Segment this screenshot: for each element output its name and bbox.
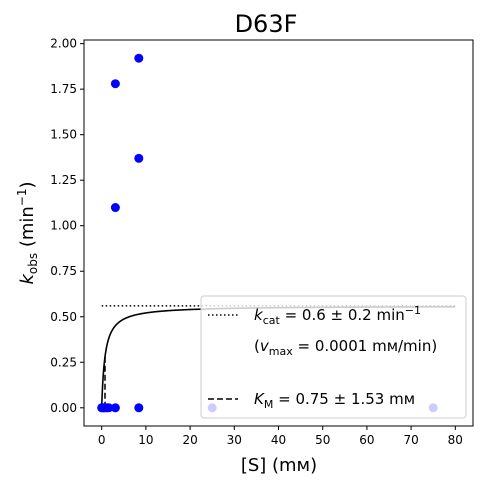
y-axis-label-close: ) [17,181,38,188]
y-tick-label: 0.00 [50,401,77,415]
x-tick-label: 70 [403,433,418,447]
legend-kcat-value: = 0.6 ± 0.2 min [280,306,405,324]
data-point [110,203,120,213]
legend-box [200,295,467,419]
x-tick-label: 60 [359,433,374,447]
x-tick-label: 0 [98,433,106,447]
data-point [134,153,144,163]
data-point [110,79,120,89]
y-tick-label: 0.75 [50,264,77,278]
y-tick-label: 1.50 [50,128,77,142]
legend-kcat-label: kcat = 0.6 ± 0.2 min−1 [254,304,421,327]
legend-vmax-main: v [260,337,270,355]
y-axis-label-sub: obs [26,253,40,274]
y-axis-label: kobs (min−1) [15,181,40,284]
x-tick-label: 30 [227,433,242,447]
x-tick-label: 50 [315,433,330,447]
chart-title: D63F [235,10,298,38]
data-point [134,53,144,63]
x-tick-label: 20 [182,433,197,447]
x-axis: 0 10 20 30 40 50 60 70 80 [98,426,463,447]
legend-km-main: K [254,390,265,408]
legend: kcat = 0.6 ± 0.2 min−1 (vmax = 0.0001 mᴍ… [200,295,467,419]
legend-km-label: KM = 0.75 ± 1.53 mᴍ [254,390,415,411]
y-axis-label-unit: (min [17,206,38,253]
x-tick-label: 10 [138,433,153,447]
y-tick-label: 2.00 [50,37,77,51]
y-tick-label: 1.75 [50,82,77,96]
legend-km-sub: M [264,398,274,411]
legend-vmax-value: = 0.0001 mᴍ/min) [293,337,437,355]
data-point [134,403,144,413]
legend-kcat-sup: −1 [405,304,421,317]
y-axis-label-sup: −1 [15,188,29,206]
y-tick-label: 1.25 [50,173,77,187]
legend-vmax-sub: max [269,345,293,358]
y-axis-label-main: k [17,273,38,285]
data-point [110,403,120,413]
x-axis-label: [S] (mᴍ) [241,455,317,476]
y-axis: 0.00 0.25 0.50 0.75 1.00 1.25 1.50 1.75 2.00 [50,37,84,415]
data-point [104,403,114,413]
legend-kcat-sub: cat [263,314,281,327]
y-tick-label: 1.00 [50,219,77,233]
legend-km-value: = 0.75 ± 1.53 mᴍ [273,390,415,408]
legend-vmax-open: ( [254,337,260,355]
legend-kcat-main: k [254,306,264,324]
y-tick-label: 0.50 [50,310,77,324]
legend-vmax-label: (vmax = 0.0001 mᴍ/min) [254,337,437,358]
y-tick-label: 0.25 [50,355,77,369]
x-tick-label: 80 [448,433,463,447]
x-tick-label: 40 [271,433,286,447]
